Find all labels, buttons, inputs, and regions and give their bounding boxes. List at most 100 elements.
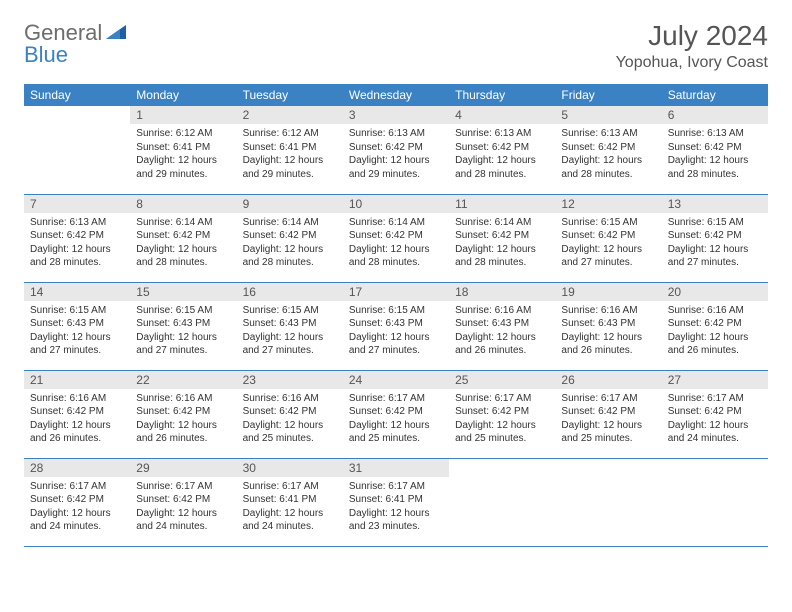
daylight-text: Daylight: 12 hours and 24 minutes. [668, 419, 762, 446]
brand-part2: Blue [24, 42, 68, 67]
calendar-row: 14Sunrise: 6:15 AMSunset: 6:43 PMDayligh… [24, 282, 768, 370]
day-number: 16 [237, 283, 343, 301]
sunset-text: Sunset: 6:42 PM [243, 229, 337, 243]
sunrise-text: Sunrise: 6:16 AM [136, 392, 230, 406]
daylight-text: Daylight: 12 hours and 27 minutes. [561, 243, 655, 270]
daylight-text: Daylight: 12 hours and 29 minutes. [243, 154, 337, 181]
sunrise-text: Sunrise: 6:15 AM [561, 216, 655, 230]
daylight-text: Daylight: 12 hours and 27 minutes. [668, 243, 762, 270]
day-number: 22 [130, 371, 236, 389]
calendar-cell: 10Sunrise: 6:14 AMSunset: 6:42 PMDayligh… [343, 194, 449, 282]
daylight-text: Daylight: 12 hours and 28 minutes. [561, 154, 655, 181]
sunset-text: Sunset: 6:41 PM [243, 493, 337, 507]
sunrise-text: Sunrise: 6:13 AM [455, 127, 549, 141]
day-number: 20 [662, 283, 768, 301]
sunrise-text: Sunrise: 6:13 AM [668, 127, 762, 141]
daylight-text: Daylight: 12 hours and 23 minutes. [349, 507, 443, 534]
day-body: Sunrise: 6:12 AMSunset: 6:41 PMDaylight:… [237, 124, 343, 185]
calendar-cell: 13Sunrise: 6:15 AMSunset: 6:42 PMDayligh… [662, 194, 768, 282]
weekday-header: Friday [555, 84, 661, 106]
day-number: 10 [343, 195, 449, 213]
calendar-body: 1Sunrise: 6:12 AMSunset: 6:41 PMDaylight… [24, 106, 768, 546]
weekday-header: Saturday [662, 84, 768, 106]
weekday-header: Thursday [449, 84, 555, 106]
calendar-cell: 23Sunrise: 6:16 AMSunset: 6:42 PMDayligh… [237, 370, 343, 458]
sunrise-text: Sunrise: 6:16 AM [668, 304, 762, 318]
calendar-cell: 11Sunrise: 6:14 AMSunset: 6:42 PMDayligh… [449, 194, 555, 282]
day-number: 17 [343, 283, 449, 301]
day-body: Sunrise: 6:15 AMSunset: 6:43 PMDaylight:… [343, 301, 449, 362]
day-body: Sunrise: 6:15 AMSunset: 6:43 PMDaylight:… [24, 301, 130, 362]
sunrise-text: Sunrise: 6:17 AM [349, 392, 443, 406]
daylight-text: Daylight: 12 hours and 28 minutes. [349, 243, 443, 270]
sunset-text: Sunset: 6:42 PM [455, 405, 549, 419]
calendar-cell: 30Sunrise: 6:17 AMSunset: 6:41 PMDayligh… [237, 458, 343, 546]
sunset-text: Sunset: 6:42 PM [30, 405, 124, 419]
day-body: Sunrise: 6:16 AMSunset: 6:42 PMDaylight:… [130, 389, 236, 450]
day-number: 8 [130, 195, 236, 213]
sunrise-text: Sunrise: 6:15 AM [349, 304, 443, 318]
calendar-cell [449, 458, 555, 546]
calendar-cell: 21Sunrise: 6:16 AMSunset: 6:42 PMDayligh… [24, 370, 130, 458]
day-number: 9 [237, 195, 343, 213]
daylight-text: Daylight: 12 hours and 29 minutes. [349, 154, 443, 181]
day-number: 7 [24, 195, 130, 213]
day-number: 25 [449, 371, 555, 389]
sunset-text: Sunset: 6:43 PM [136, 317, 230, 331]
day-body: Sunrise: 6:13 AMSunset: 6:42 PMDaylight:… [24, 213, 130, 274]
daylight-text: Daylight: 12 hours and 25 minutes. [349, 419, 443, 446]
daylight-text: Daylight: 12 hours and 26 minutes. [668, 331, 762, 358]
calendar-cell: 31Sunrise: 6:17 AMSunset: 6:41 PMDayligh… [343, 458, 449, 546]
brand-triangle-icon [106, 23, 126, 44]
day-body: Sunrise: 6:17 AMSunset: 6:41 PMDaylight:… [343, 477, 449, 538]
sunrise-text: Sunrise: 6:13 AM [349, 127, 443, 141]
sunrise-text: Sunrise: 6:14 AM [455, 216, 549, 230]
sunset-text: Sunset: 6:42 PM [668, 405, 762, 419]
day-body: Sunrise: 6:17 AMSunset: 6:42 PMDaylight:… [343, 389, 449, 450]
day-number: 14 [24, 283, 130, 301]
calendar-cell: 17Sunrise: 6:15 AMSunset: 6:43 PMDayligh… [343, 282, 449, 370]
daylight-text: Daylight: 12 hours and 25 minutes. [243, 419, 337, 446]
calendar-cell: 1Sunrise: 6:12 AMSunset: 6:41 PMDaylight… [130, 106, 236, 194]
page-header: General July 2024 Yopohua, Ivory Coast [24, 20, 768, 72]
daylight-text: Daylight: 12 hours and 28 minutes. [455, 243, 549, 270]
daylight-text: Daylight: 12 hours and 28 minutes. [30, 243, 124, 270]
sunrise-text: Sunrise: 6:17 AM [668, 392, 762, 406]
calendar-cell: 16Sunrise: 6:15 AMSunset: 6:43 PMDayligh… [237, 282, 343, 370]
daylight-text: Daylight: 12 hours and 28 minutes. [455, 154, 549, 181]
sunrise-text: Sunrise: 6:17 AM [243, 480, 337, 494]
calendar-cell: 14Sunrise: 6:15 AMSunset: 6:43 PMDayligh… [24, 282, 130, 370]
sunset-text: Sunset: 6:42 PM [136, 229, 230, 243]
day-body: Sunrise: 6:17 AMSunset: 6:41 PMDaylight:… [237, 477, 343, 538]
day-number: 31 [343, 459, 449, 477]
day-number: 13 [662, 195, 768, 213]
calendar-cell: 19Sunrise: 6:16 AMSunset: 6:43 PMDayligh… [555, 282, 661, 370]
calendar-table: Sunday Monday Tuesday Wednesday Thursday… [24, 84, 768, 547]
calendar-cell: 20Sunrise: 6:16 AMSunset: 6:42 PMDayligh… [662, 282, 768, 370]
sunset-text: Sunset: 6:41 PM [349, 493, 443, 507]
calendar-cell: 25Sunrise: 6:17 AMSunset: 6:42 PMDayligh… [449, 370, 555, 458]
day-body: Sunrise: 6:16 AMSunset: 6:43 PMDaylight:… [449, 301, 555, 362]
day-number: 2 [237, 106, 343, 124]
weekday-header: Monday [130, 84, 236, 106]
day-number: 18 [449, 283, 555, 301]
sunset-text: Sunset: 6:42 PM [30, 229, 124, 243]
sunset-text: Sunset: 6:41 PM [136, 141, 230, 155]
calendar-cell: 28Sunrise: 6:17 AMSunset: 6:42 PMDayligh… [24, 458, 130, 546]
sunrise-text: Sunrise: 6:16 AM [30, 392, 124, 406]
daylight-text: Daylight: 12 hours and 27 minutes. [349, 331, 443, 358]
sunrise-text: Sunrise: 6:15 AM [136, 304, 230, 318]
calendar-cell: 3Sunrise: 6:13 AMSunset: 6:42 PMDaylight… [343, 106, 449, 194]
sunset-text: Sunset: 6:42 PM [561, 405, 655, 419]
sunrise-text: Sunrise: 6:16 AM [455, 304, 549, 318]
day-number: 27 [662, 371, 768, 389]
sunrise-text: Sunrise: 6:14 AM [349, 216, 443, 230]
day-body: Sunrise: 6:15 AMSunset: 6:42 PMDaylight:… [662, 213, 768, 274]
sunset-text: Sunset: 6:42 PM [561, 141, 655, 155]
sunrise-text: Sunrise: 6:17 AM [136, 480, 230, 494]
day-body: Sunrise: 6:16 AMSunset: 6:43 PMDaylight:… [555, 301, 661, 362]
day-number: 30 [237, 459, 343, 477]
day-number: 28 [24, 459, 130, 477]
sunset-text: Sunset: 6:43 PM [243, 317, 337, 331]
sunset-text: Sunset: 6:42 PM [136, 493, 230, 507]
